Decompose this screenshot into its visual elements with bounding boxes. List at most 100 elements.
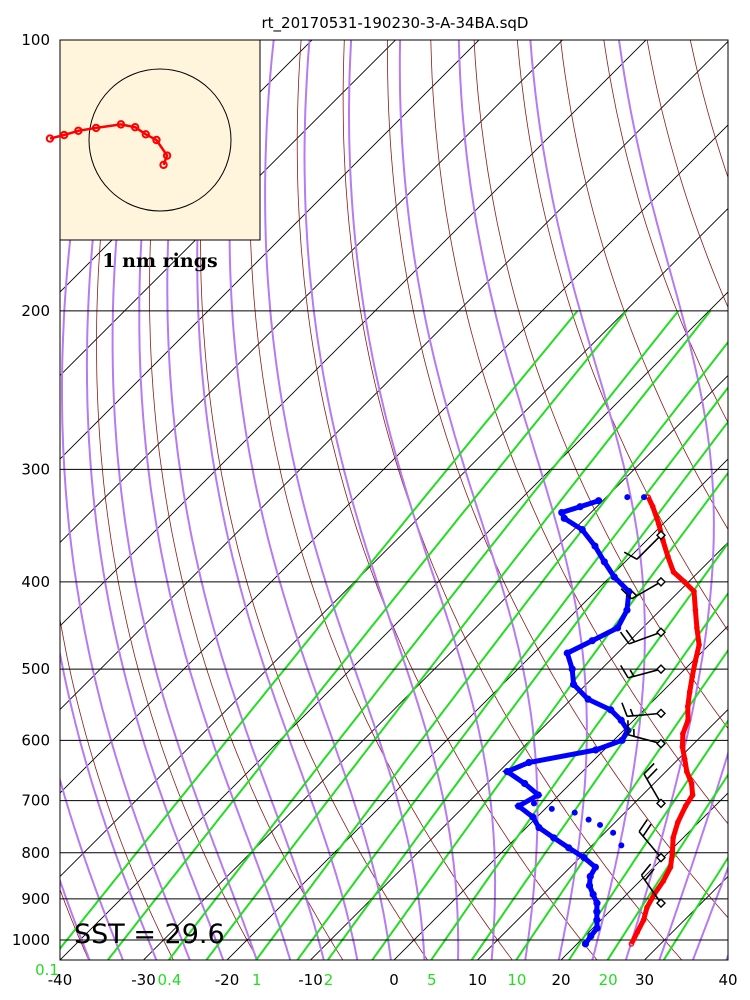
dewpoint-point [610, 829, 617, 836]
mixing-ratio-line [205, 310, 712, 960]
pressure-tick-label: 400 [21, 573, 50, 591]
moist-adiabat-line [85, 77, 225, 960]
wind-barb-staff [636, 534, 662, 560]
chart-title: rt_20170531-190230-3-A-34BA.sqD [262, 14, 529, 33]
wind-barb [627, 720, 666, 749]
pressure-tick-label: 800 [21, 844, 50, 862]
pressure-tick-label: 1000 [12, 931, 50, 949]
wind-barb-half-feather [630, 590, 638, 597]
mixing-ratio-line [606, 773, 728, 960]
dewpoint-point [591, 542, 599, 550]
dewpoint-point [624, 494, 631, 501]
temperature-point [692, 658, 699, 664]
hodograph-point [130, 123, 140, 132]
dewpoint-point [503, 768, 511, 776]
wind-barb-marker [656, 708, 666, 719]
mixing-ratio-line [429, 541, 728, 960]
wind-barb-marker [656, 798, 666, 809]
temperature-tick-label: -30 [131, 971, 156, 989]
plot-frame [59, 39, 729, 961]
hodograph-point [74, 126, 83, 135]
hodograph-point [141, 130, 151, 139]
pressure-tick-label: 100 [21, 31, 50, 49]
isotherm-line [60, 291, 728, 960]
dewpoint-point [593, 916, 601, 924]
mixing-ratio-label: 0.1 [35, 961, 59, 979]
temperature-point [640, 917, 647, 923]
hodograph-point [45, 134, 55, 143]
temperature-point [628, 941, 635, 947]
mixing-ratio-line [470, 591, 728, 960]
temperature-tick-label: 0 [389, 971, 399, 989]
temperature-tick-labels: -40 -30 -20 -10 0 10 20 30 40 [48, 971, 738, 989]
mixing-ratio-line [296, 386, 728, 960]
hodograph-point [152, 135, 161, 145]
wind-barb-feather [621, 702, 628, 717]
wind-barb [623, 530, 666, 560]
temperature-tick-label: 20 [551, 971, 570, 989]
isotherm-line [560, 792, 728, 960]
hodograph-point [162, 151, 172, 160]
mixing-ratio-label: 5 [427, 971, 437, 989]
mixing-ratio-line [371, 471, 728, 960]
dewpoint-point [641, 494, 648, 501]
temperature-point [684, 703, 691, 710]
pressure-tick-label: 200 [21, 302, 50, 320]
mixing-ratio-label: 2 [324, 971, 334, 989]
wind-barb-marker [656, 852, 666, 863]
moist-adiabat-line [60, 776, 124, 960]
isotherm-line [476, 708, 728, 960]
temperature-point [675, 819, 681, 826]
wind-barb [621, 702, 666, 719]
dewpoint-point [548, 805, 555, 812]
temperature-point [694, 625, 700, 631]
wind-barb [619, 664, 666, 679]
dewpoint-point [589, 890, 597, 899]
temperature-point [681, 756, 688, 763]
temperature-tick-label: 40 [718, 971, 737, 989]
hodograph-point [116, 120, 126, 129]
temperature-tick-label: 10 [468, 971, 487, 989]
dewpoint-point [587, 932, 595, 940]
wind-barb-feather [619, 664, 629, 679]
temperature-point [692, 607, 699, 613]
dewpoint-point [623, 606, 631, 614]
dewpoint-point [569, 680, 578, 689]
dewpoint-point [535, 823, 543, 832]
pressure-tick-label: 500 [21, 660, 50, 678]
temperature-point [665, 553, 671, 560]
isotherm-line [727, 959, 728, 960]
isotherm-line [60, 40, 564, 544]
temperature-point [686, 689, 693, 695]
temperature-point [688, 780, 695, 787]
dewpoint-point [591, 863, 599, 871]
dry-adiabat-line [603, 40, 728, 424]
dewpoint-point [617, 716, 625, 724]
temperature-line [629, 496, 702, 946]
isotherm-line [393, 625, 728, 960]
sounding-series [501, 494, 702, 948]
temperature-point [682, 803, 689, 809]
moist-adiabat-line [60, 127, 158, 960]
mixing-ratio-line [662, 855, 728, 960]
dewpoint-point [607, 706, 615, 714]
wind-barb [619, 627, 666, 645]
mixing-ratio-line [326, 420, 728, 960]
temperature-point [680, 730, 686, 737]
wind-barbs [619, 530, 666, 909]
dewpoint-point [568, 665, 576, 673]
mixing-ratio-label: 0.4 [158, 971, 182, 989]
dewpoint-point [586, 872, 594, 881]
sst-label: SST = 29.6 [74, 919, 225, 950]
dry-adiabat-line [560, 40, 728, 531]
hodograph-line [49, 123, 169, 166]
temperature-point [691, 588, 697, 595]
temperature-tick-label: 30 [635, 971, 654, 989]
dry-adiabat-line [729, 20, 750, 963]
wind-barb [640, 863, 666, 909]
temperature-point [655, 521, 662, 527]
temperature-point [667, 864, 674, 870]
temperature-point [696, 642, 702, 648]
hodograph-point [59, 130, 69, 140]
